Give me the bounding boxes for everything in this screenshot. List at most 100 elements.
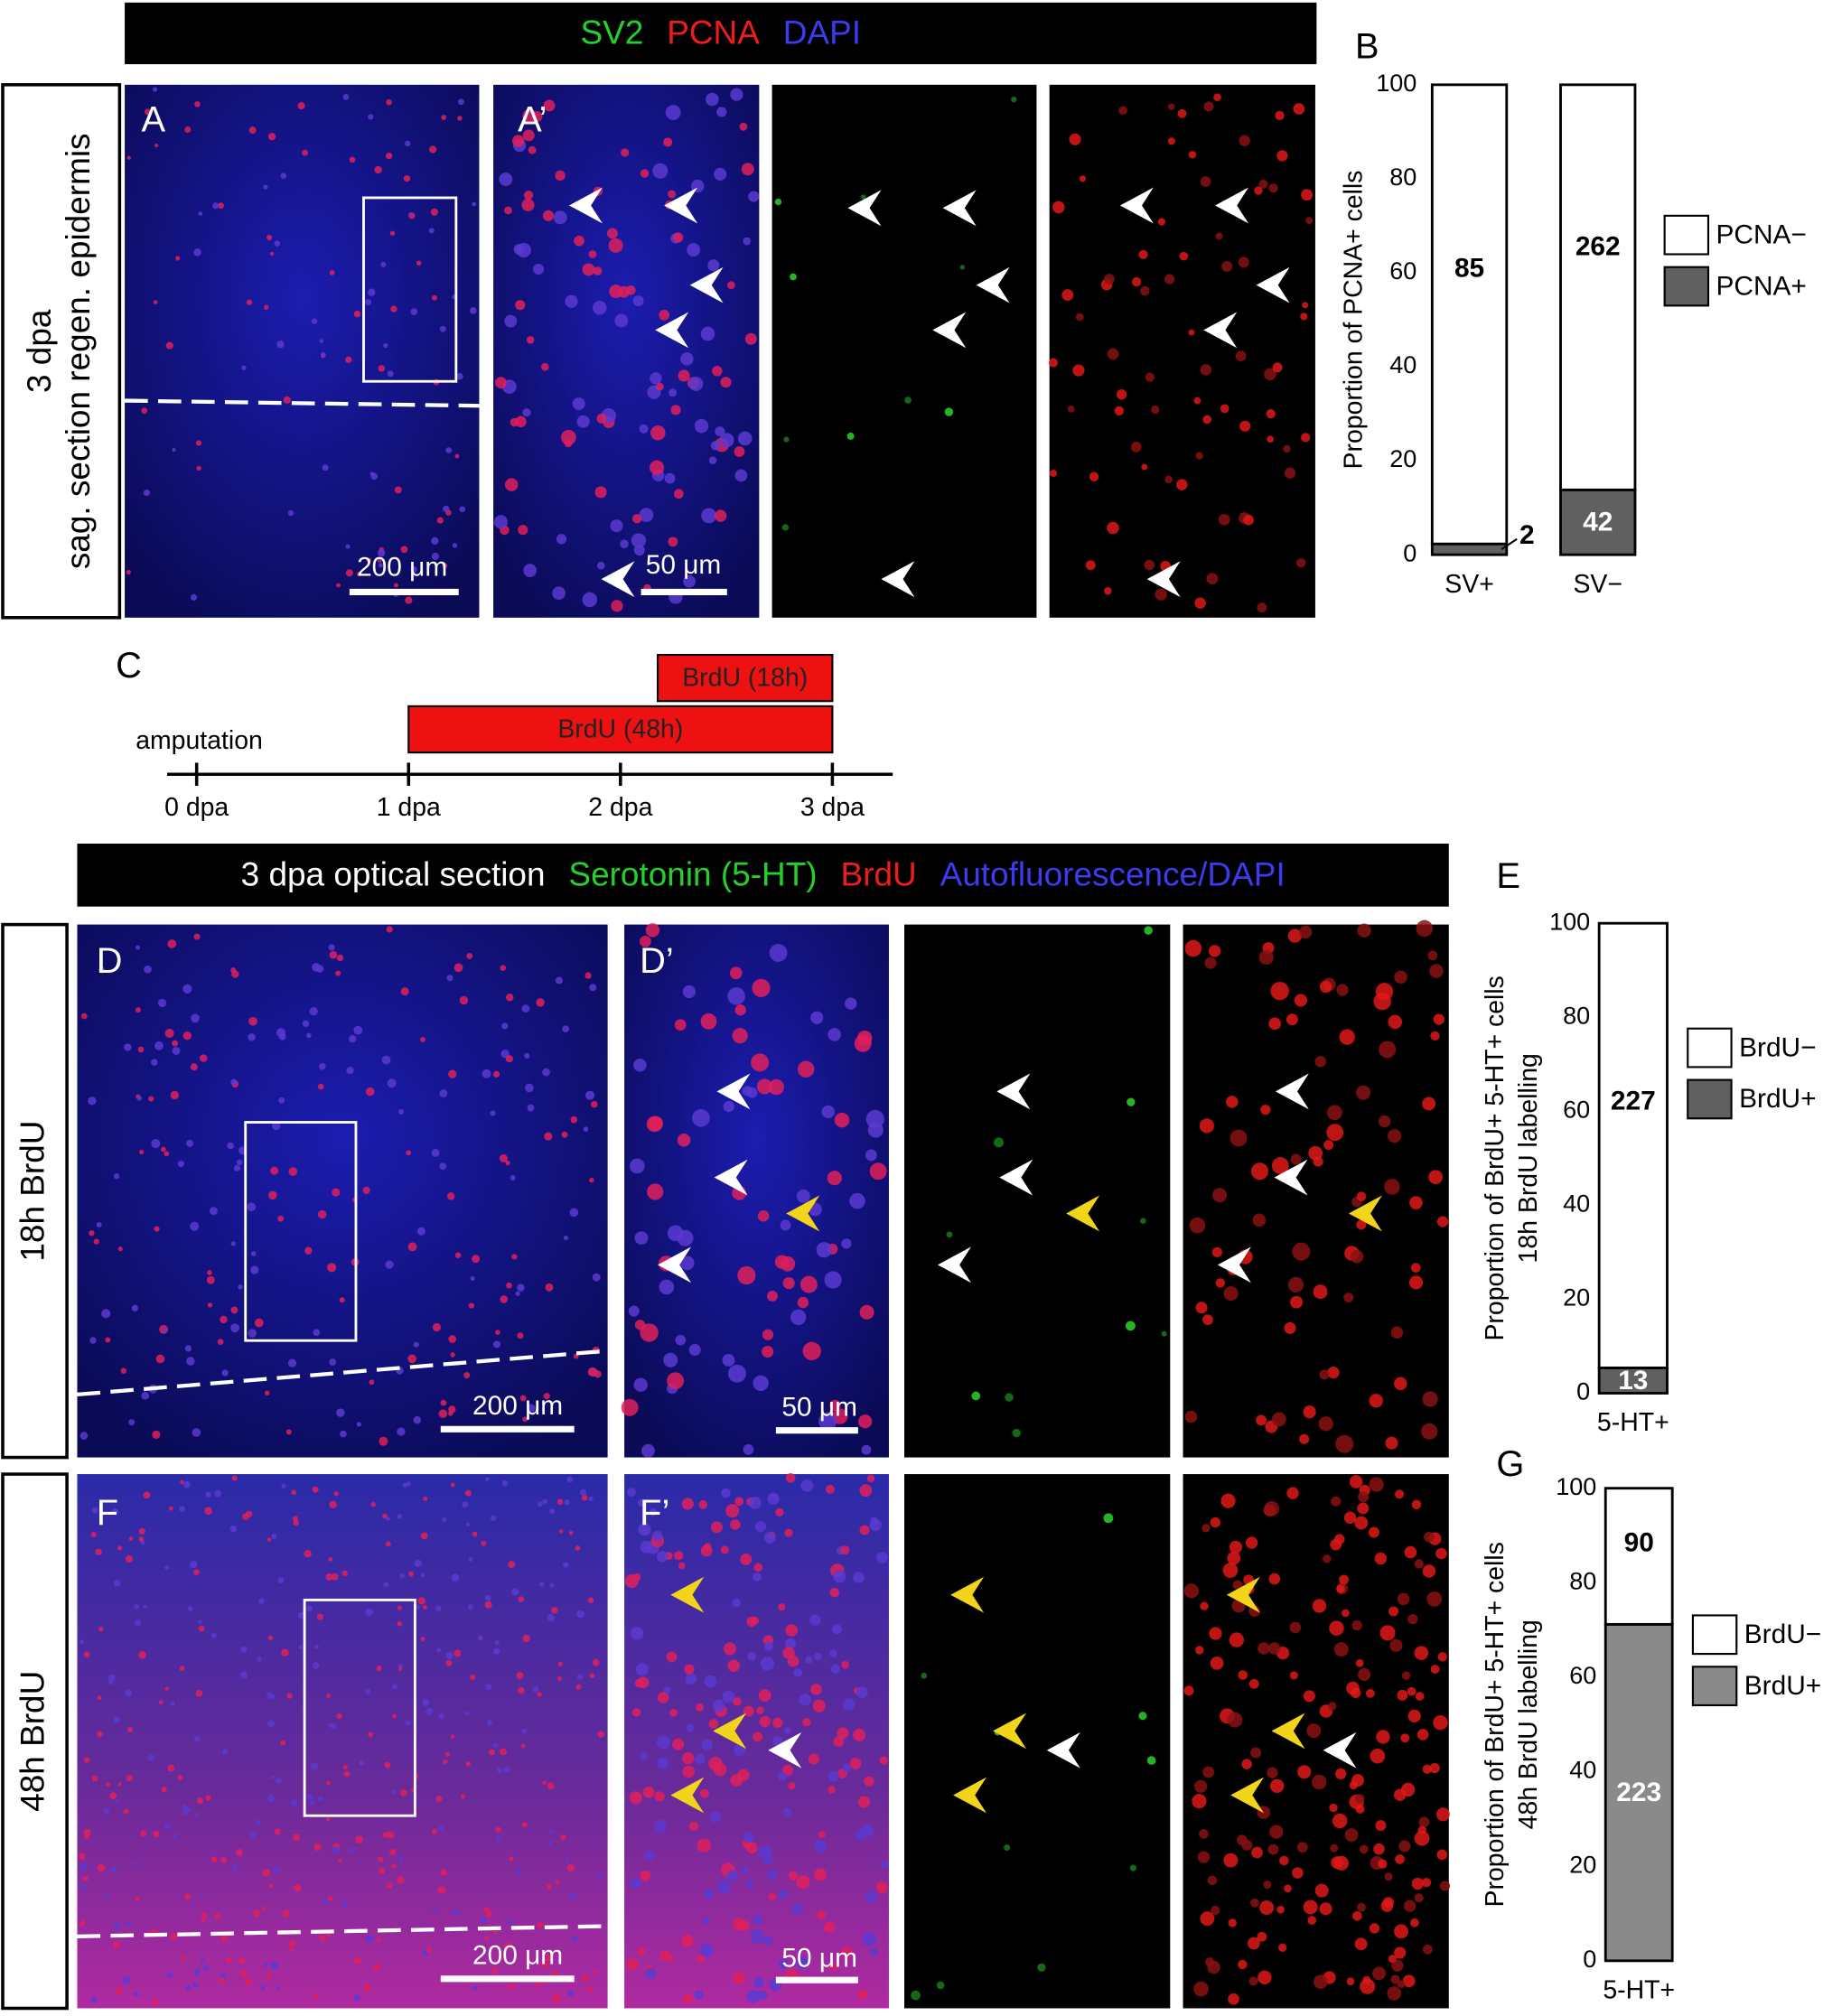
cell [563,1562,569,1568]
cell [1394,1946,1407,1959]
cell [629,1791,642,1805]
cell [769,944,788,962]
cell [1248,1976,1258,1986]
cell [405,140,411,147]
cell [407,1354,416,1364]
cell [103,1807,110,1815]
cell [485,1684,492,1691]
cell [436,1647,442,1653]
cell [538,1501,543,1507]
cell [696,1703,705,1712]
cell [1305,217,1314,225]
cell [191,1013,200,1023]
cell [725,1504,740,1518]
cell [457,98,464,106]
cell [436,517,444,524]
cell [491,1515,497,1521]
cell [504,206,512,215]
cell [1296,1842,1308,1853]
cell [135,1007,141,1013]
cell [797,1060,815,1078]
cell [563,1235,568,1241]
cell [184,126,192,134]
cell [1359,1844,1369,1854]
cell [553,210,567,225]
cell [450,1482,455,1488]
cell [1336,1584,1345,1593]
cell [859,1525,870,1535]
cell [232,1865,238,1871]
cell [1250,1898,1259,1908]
cell [1373,1843,1385,1855]
cell [353,1025,363,1035]
cell [697,1838,711,1853]
cell [306,1605,313,1612]
cell [1239,420,1251,432]
cell [588,1496,594,1502]
cell [568,1530,574,1535]
cell [1384,1179,1400,1195]
cell [1390,1974,1400,1984]
cell [869,1947,878,1956]
cell [257,1657,262,1662]
cell [143,1604,147,1609]
cell [556,1675,562,1681]
cell [495,1330,500,1335]
cell [124,1043,132,1051]
cell [714,509,727,522]
cell [459,506,466,513]
cell [1435,1547,1447,1560]
cell [866,1474,875,1483]
cell [1271,1412,1286,1427]
cell [238,1957,246,1965]
cell [778,1889,789,1899]
cell [226,1957,232,1964]
cell [484,1601,492,1609]
cell [1264,368,1276,381]
cell [777,1771,788,1781]
cell [1203,101,1214,112]
cell [277,1215,285,1222]
cell [1401,1671,1411,1680]
cell [157,998,167,1008]
cell [387,1078,397,1088]
cell [280,1740,286,1746]
cell [397,1427,406,1436]
cell [536,998,545,1007]
cell [122,1976,131,1984]
cell [272,1121,281,1131]
cell [535,1981,541,1987]
cell [267,1635,273,1641]
cell [378,563,383,568]
cell [1284,1321,1296,1334]
count-label: 2 [1519,520,1535,550]
cell [677,1133,691,1147]
cell [582,263,595,276]
label-leader [1501,537,1518,551]
cell [268,1883,274,1889]
header-text: SV2 PCNA DAPI [580,14,861,51]
cell [1397,1689,1408,1701]
cell [1330,1843,1339,1853]
cell [1257,602,1267,613]
cell [117,1782,122,1787]
cell [181,1955,186,1961]
row-label-box [1,83,122,620]
cell [842,1763,851,1772]
cell [525,1083,534,1093]
cell [454,1252,462,1258]
cell [694,1990,704,2000]
cell [1155,588,1167,601]
cell [196,465,201,471]
cell [1048,358,1058,368]
cell [222,1748,229,1755]
cell [335,970,341,976]
cell [450,1352,455,1358]
x-tick-label: 5-HT+ [1597,1408,1669,1437]
cell [1323,1140,1334,1151]
cell [1177,108,1187,118]
cell [134,1604,139,1610]
cell [594,1370,602,1378]
cell [654,1791,665,1802]
cell [270,1166,279,1175]
